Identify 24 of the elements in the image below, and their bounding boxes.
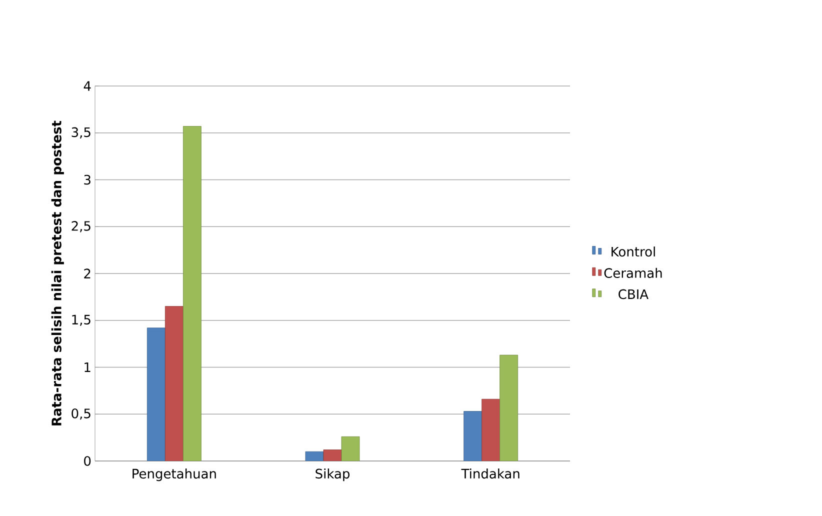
y-tick-label: 3,5 [72, 127, 90, 138]
bar [500, 354, 518, 461]
y-tick-label: 0,5 [72, 408, 90, 420]
bar [164, 306, 184, 461]
y-tick-label: 2 [84, 268, 90, 278]
y-axis-title: Rata-rata selisih nilai pretest dan postest [51, 120, 64, 426]
y-tick-label: 2,5 [72, 221, 90, 232]
bar [182, 126, 202, 461]
bar [146, 328, 166, 461]
y-tick-label: 1 [84, 362, 90, 372]
y-tick-label: 4 [84, 81, 91, 91]
x-tick-label: Tindakan [461, 468, 520, 479]
legend-label: CBIA [618, 289, 648, 300]
y-tick-label: 1,5 [72, 314, 90, 326]
x-tick-label: Sikap [316, 468, 350, 482]
bar [482, 398, 500, 461]
y-tick-label: 0 [84, 456, 91, 466]
legend-label: Ceramah [604, 268, 662, 278]
y-tick-label: 3 [84, 174, 90, 185]
bar [341, 436, 360, 461]
bar [305, 451, 324, 461]
x-tick-label: Pengetahuan [132, 468, 216, 482]
bar [464, 411, 482, 461]
legend-label: Kontrol [612, 246, 655, 257]
